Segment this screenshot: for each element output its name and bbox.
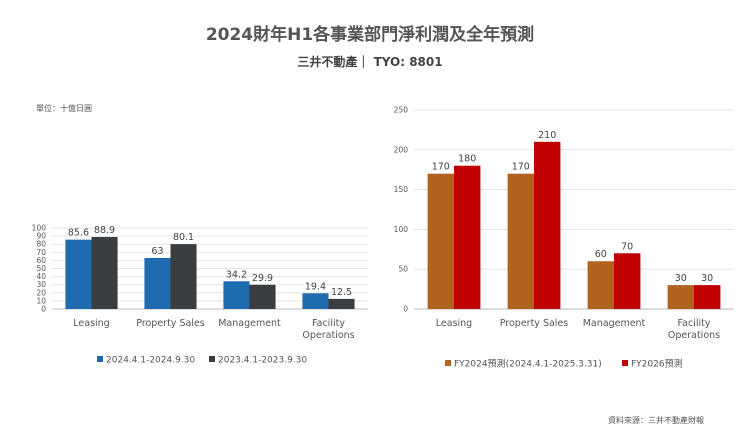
left-value-label: 29.9 — [252, 273, 273, 284]
left-value-label: 19.4 — [305, 281, 326, 292]
right-bar-s2 — [614, 253, 641, 309]
right-legend-swatch — [445, 360, 451, 366]
right-y-tick-label: 0 — [403, 305, 408, 314]
right-bar-s1 — [427, 173, 454, 309]
right-category-label: Property Sales — [500, 318, 569, 329]
left-category-label: Operations — [302, 330, 354, 341]
right-bar-s2 — [454, 165, 481, 309]
left-y-tick-label: 100 — [32, 224, 47, 233]
left-bar-s1 — [223, 281, 250, 309]
left-y-tick-label: 60 — [36, 256, 46, 265]
left-y-tick-label: 70 — [36, 248, 46, 257]
right-legend-label: FY2024預測(2024.4.1-2025.3.31) — [454, 358, 602, 370]
left-legend-label: 2024.4.1-2024.9.30 — [106, 356, 195, 366]
source-label: 資料來源：三井不動產財報 — [608, 416, 704, 425]
right-y-tick-label: 200 — [394, 145, 409, 154]
left-legend-label: 2023.4.1-2023.9.30 — [218, 356, 307, 366]
left-bar-s2 — [328, 298, 355, 309]
right-y-tick-label: 150 — [394, 185, 409, 194]
left-bar-s2 — [170, 244, 197, 309]
left-value-label: 63 — [151, 246, 163, 257]
right-value-label: 30 — [675, 273, 687, 284]
left-bar-s1 — [144, 257, 171, 309]
right-y-tick-label: 250 — [394, 106, 409, 115]
left-y-tick-label: 30 — [36, 280, 46, 289]
right-legend-swatch — [622, 360, 628, 366]
left-category-label: Facility — [312, 318, 345, 329]
left-legend-swatch — [209, 356, 215, 362]
left-bar-s2 — [249, 284, 276, 309]
right-bar-s1 — [667, 285, 694, 309]
left-value-label: 85.6 — [68, 228, 89, 239]
left-category-label: Leasing — [73, 318, 109, 329]
left-y-tick-label: 10 — [36, 296, 46, 305]
left-y-tick-label: 20 — [36, 288, 46, 297]
unit-label: 單位：十億日圓 — [36, 104, 92, 113]
left-bar-s1 — [65, 239, 92, 309]
left-legend-swatch — [97, 356, 103, 362]
left-value-label: 88.9 — [94, 225, 115, 236]
left-y-tick-label: 80 — [36, 240, 46, 249]
right-bar-s2 — [694, 285, 721, 309]
chart-subtitle: 三井不動產｜ TYO: 8801 — [297, 55, 443, 69]
left-y-tick-label: 0 — [41, 305, 46, 314]
left-bar-s2 — [91, 236, 118, 309]
right-category-label: Leasing — [436, 318, 472, 329]
left-bar-s1 — [302, 293, 329, 309]
left-category-label: Property Sales — [136, 318, 205, 329]
right-value-label: 180 — [458, 154, 476, 165]
right-value-label: 60 — [595, 249, 607, 260]
left-category-label: Management — [218, 318, 281, 329]
right-category-label: Facility — [678, 318, 711, 329]
right-value-label: 30 — [701, 273, 713, 284]
right-value-label: 170 — [512, 162, 530, 173]
right-y-tick-label: 100 — [394, 225, 409, 234]
right-bar-s1 — [587, 261, 614, 309]
right-value-label: 70 — [621, 241, 633, 252]
right-bar-s1 — [507, 173, 534, 309]
left-value-label: 12.5 — [331, 287, 352, 298]
chart-title: 2024財年H1各事業部門淨利潤及全年預測 — [205, 25, 535, 45]
left-y-tick-label: 50 — [36, 264, 46, 273]
right-y-tick-label: 50 — [398, 265, 408, 274]
right-category-label: Management — [583, 318, 646, 329]
right-value-label: 210 — [538, 130, 556, 141]
right-value-label: 170 — [432, 162, 450, 173]
left-y-tick-label: 40 — [36, 272, 46, 281]
left-value-label: 34.2 — [226, 269, 247, 280]
right-bar-s2 — [534, 141, 561, 309]
right-category-label: Operations — [668, 330, 720, 341]
left-y-tick-label: 90 — [36, 232, 46, 241]
right-legend-label: FY2026預測 — [631, 358, 683, 370]
left-value-label: 80.1 — [173, 232, 194, 243]
